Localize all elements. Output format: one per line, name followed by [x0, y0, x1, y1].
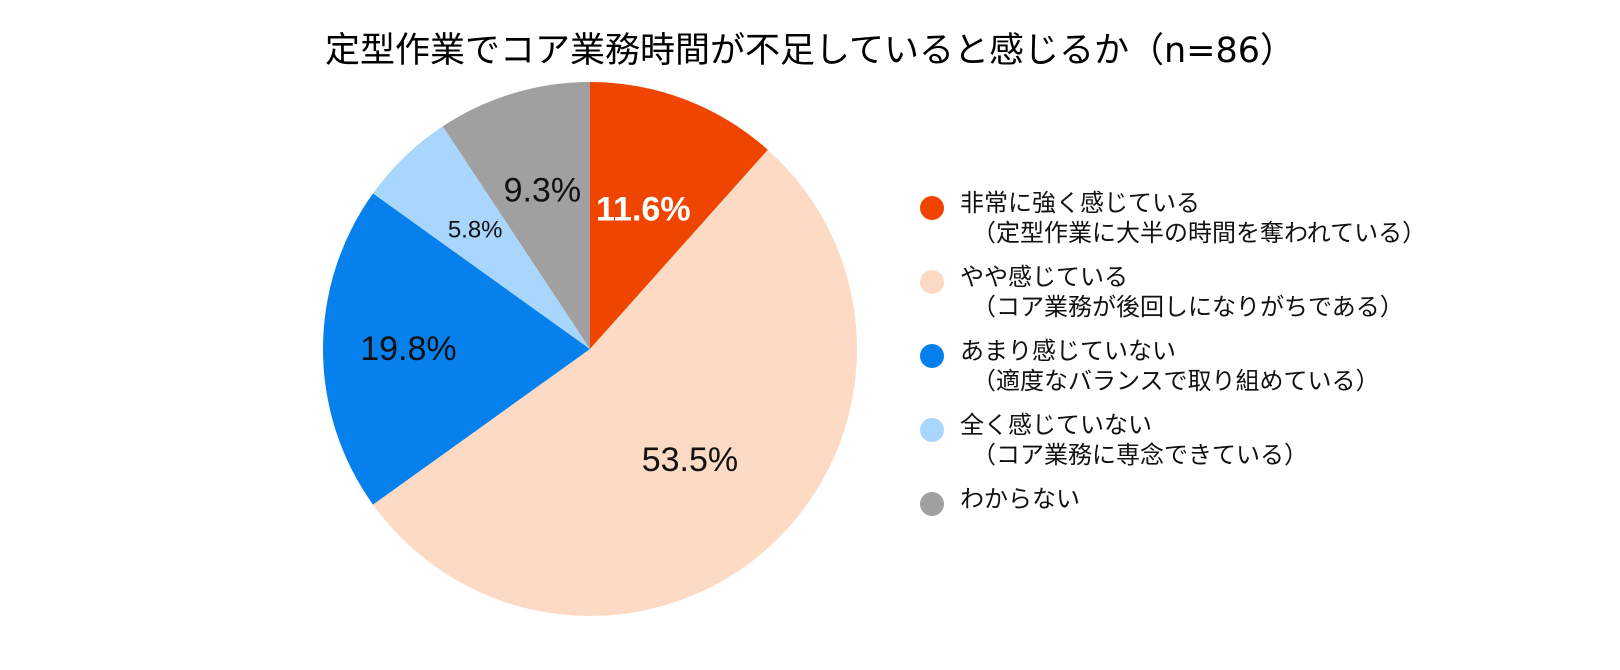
pie-slice-1 [590, 82, 768, 349]
legend-text-5: わからない [960, 484, 1080, 514]
legend-text-4: 全く感じていない （コア業務に専念できている） [960, 410, 1308, 470]
legend-swatch-2 [920, 270, 944, 294]
legend-item-3: あまり感じていない （適度なバランスで取り組めている） [920, 336, 1600, 396]
legend-label-4: 全く感じていない [960, 411, 1152, 439]
legend-item-5: わからない [920, 484, 1600, 544]
legend-text-1: 非常に強く感じている （定型作業に大半の時間を奪われている） [960, 188, 1426, 248]
legend-sublabel-4: （コア業務に専念できている） [972, 441, 1308, 469]
legend-swatch-3 [920, 344, 944, 368]
pie-slice-label-1: 11.6% [596, 190, 691, 228]
chart-title: 定型作業でコア業務時間が不足していると感じるか（n=86） [325, 31, 1295, 71]
legend-text-2: やや感じている （コア業務が後回しになりがちである） [960, 262, 1404, 322]
pie-slice-2 [373, 149, 857, 616]
legend-sublabel-3: （適度なバランスで取り組めている） [972, 367, 1380, 395]
legend-swatch-5 [920, 492, 944, 516]
pie-slice-4 [373, 126, 590, 349]
legend-sublabel-2: （コア業務が後回しになりがちである） [972, 293, 1404, 321]
legend-item-1: 非常に強く感じている （定型作業に大半の時間を奪われている） [920, 188, 1600, 248]
legend-sublabel-1: （定型作業に大半の時間を奪われている） [972, 219, 1427, 247]
pie-slice-label-2: 53.5% [642, 441, 738, 479]
pie-slice-label-4: 5.8% [448, 216, 503, 243]
legend-label-3: あまり感じていない [960, 337, 1176, 365]
pie-labels: 11.6% 53.5% 19.8% 5.8%9.3% [360, 171, 738, 479]
legend-item-2: やや感じている （コア業務が後回しになりがちである） [920, 262, 1600, 322]
legend-text-3: あまり感じていない （適度なバランスで取り組めている） [960, 336, 1380, 396]
legend-swatch-1 [920, 196, 944, 220]
pie-slice-label-5: 9.3% [504, 171, 582, 209]
legend-label-5: わからない [960, 485, 1080, 513]
legend-label-2: やや感じている [960, 263, 1128, 291]
pie-slice-5 [442, 82, 590, 349]
pie-slice-3 [322, 193, 590, 505]
pie-slices [322, 82, 857, 616]
legend-label-1: 非常に強く感じている [960, 189, 1200, 217]
legend-item-4: 全く感じていない （コア業務に専念できている） [920, 410, 1600, 470]
legend-swatch-4 [920, 418, 944, 442]
pie-slice-label-3: 19.8% [360, 330, 456, 368]
